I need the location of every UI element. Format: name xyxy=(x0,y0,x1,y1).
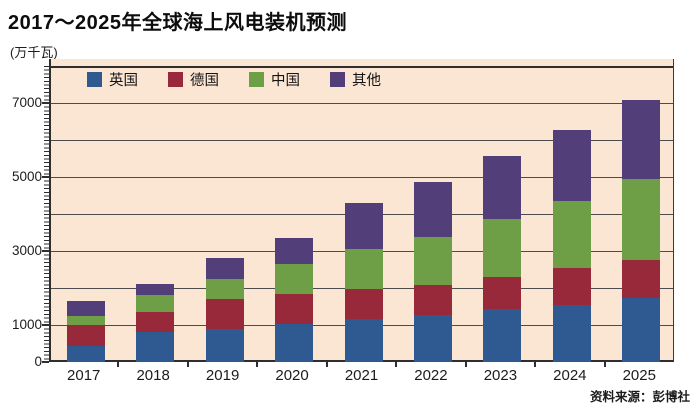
bar-segment-2018-英国 xyxy=(136,332,175,362)
bar-segment-2022-中国 xyxy=(413,236,452,286)
bar-segment-2017-德国 xyxy=(66,325,105,347)
y-axis-minor-ticks xyxy=(44,66,49,362)
x-axis-tick xyxy=(395,362,398,367)
x-axis-label-2018: 2018 xyxy=(136,367,170,384)
source-credit: 资料来源：彭博社 xyxy=(589,390,690,404)
y-axis-label-0: 0 xyxy=(34,354,42,369)
x-axis-tick xyxy=(325,362,328,367)
chart-title: 2017～2025年全球海上风电装机预测 xyxy=(8,12,347,34)
bar-segment-2024-中国 xyxy=(552,201,591,269)
y-axis-label-1000: 1000 xyxy=(11,317,42,332)
bar-segment-2022-其他 xyxy=(413,182,452,237)
legend-item-中国: 中国 xyxy=(249,69,300,90)
legend-item-其他: 其他 xyxy=(330,69,381,90)
x-axis-label-2023: 2023 xyxy=(483,367,518,384)
bar-segment-2025-德国 xyxy=(622,259,661,298)
x-axis-tick xyxy=(534,362,537,367)
x-axis-tick xyxy=(117,362,120,367)
bar-segment-2025-英国 xyxy=(622,297,661,362)
bar-segment-2021-英国 xyxy=(344,318,383,362)
bar-segment-2017-英国 xyxy=(66,346,105,362)
bar-segment-2025-其他 xyxy=(622,99,661,179)
bar-segment-2019-中国 xyxy=(205,278,244,300)
legend-label-德国: 德国 xyxy=(190,73,219,89)
bar-segment-2019-德国 xyxy=(205,299,244,330)
legend-label-英国: 英国 xyxy=(109,73,138,89)
x-axis-tick xyxy=(186,362,189,367)
bar-segment-2024-英国 xyxy=(552,304,591,362)
bar-segment-2017-其他 xyxy=(66,300,105,316)
bar-segment-2019-其他 xyxy=(205,257,244,279)
bar-segment-2021-中国 xyxy=(344,249,383,290)
bar-segment-2023-德国 xyxy=(483,277,522,310)
bar-segment-2018-其他 xyxy=(136,284,175,296)
plot-area: 英国 德国 中国 其他 xyxy=(49,59,674,362)
bar-segment-2020-德国 xyxy=(275,293,314,325)
bar-segment-2021-德国 xyxy=(344,289,383,319)
x-axis-label-2024: 2024 xyxy=(553,367,587,384)
bar-segment-2021-其他 xyxy=(344,202,383,250)
x-axis-label-2025: 2025 xyxy=(622,367,656,384)
bar-segment-2020-其他 xyxy=(275,237,314,264)
x-axis-tick xyxy=(464,362,467,367)
bar-segment-2022-德国 xyxy=(413,285,452,315)
gridline xyxy=(51,103,673,104)
x-axis-label-2017: 2017 xyxy=(67,367,101,384)
bar-segment-2017-中国 xyxy=(66,315,105,325)
bar-segment-2023-英国 xyxy=(483,309,522,362)
y-axis-label-5000: 5000 xyxy=(11,169,42,184)
x-axis-tick xyxy=(256,362,259,367)
bar-segment-2023-中国 xyxy=(483,219,522,278)
legend-item-德国: 德国 xyxy=(168,69,219,90)
bar-segment-2022-英国 xyxy=(413,314,452,362)
legend-swatch-德国 xyxy=(168,72,183,87)
legend-label-其他: 其他 xyxy=(352,73,381,89)
bar-segment-2025-中国 xyxy=(622,178,661,260)
x-axis-tick xyxy=(603,362,606,367)
gridline xyxy=(51,177,673,178)
legend-label-中国: 中国 xyxy=(271,73,300,89)
gridline xyxy=(51,66,673,68)
x-axis-label-2020: 2020 xyxy=(275,367,309,384)
bar-segment-2020-中国 xyxy=(275,263,314,294)
bar-segment-2024-德国 xyxy=(552,268,591,305)
bar-segment-2018-德国 xyxy=(136,312,175,333)
bar-segment-2018-中国 xyxy=(136,295,175,313)
gridline xyxy=(51,140,673,141)
bar-segment-2024-其他 xyxy=(552,129,591,202)
x-axis-label-2019: 2019 xyxy=(205,367,240,384)
legend: 英国 德国 中国 其他 xyxy=(87,69,381,90)
y-axis-major-tick xyxy=(42,361,49,363)
x-axis-label-2022: 2022 xyxy=(414,367,448,384)
legend-swatch-英国 xyxy=(87,72,102,87)
legend-item-英国: 英国 xyxy=(87,69,138,90)
y-axis-unit-label: (万千瓦) xyxy=(10,45,58,60)
bar-segment-2023-其他 xyxy=(483,155,522,220)
y-axis-label-7000: 7000 xyxy=(11,95,42,110)
bar-segment-2020-英国 xyxy=(275,324,314,362)
bar-segment-2019-英国 xyxy=(205,329,244,362)
legend-swatch-其他 xyxy=(330,72,345,87)
y-axis-label-3000: 3000 xyxy=(11,243,42,258)
legend-swatch-中国 xyxy=(249,72,264,87)
x-axis-label-2021: 2021 xyxy=(344,367,379,384)
